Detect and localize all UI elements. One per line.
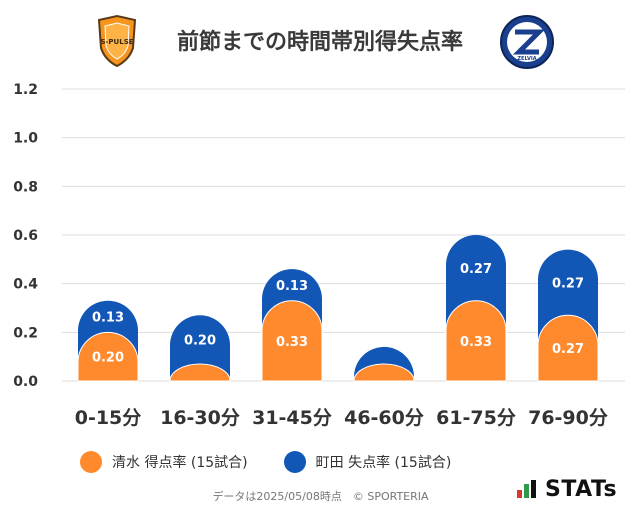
machida-logo: ZELVIA — [499, 14, 555, 74]
stats-brand-text: STATs — [545, 477, 618, 502]
data-label-shimizu: 0.33 — [276, 335, 308, 350]
bar-shimizu — [169, 363, 231, 382]
svg-text:ZELVIA: ZELVIA — [517, 56, 536, 62]
legend-label-machida: 町田 失点率 (15試合) — [315, 455, 452, 471]
y-tick-label: 0.6 — [13, 228, 38, 244]
y-tick-label: 1.0 — [13, 131, 38, 147]
y-tick-label: 0.8 — [13, 179, 38, 195]
legend: 清水 得点率 (15試合) 町田 失点率 (15試合) — [80, 449, 487, 475]
page-title: 前節までの時間帯別得失点率 — [176, 30, 463, 55]
data-label-machida: 0.27 — [460, 262, 492, 277]
y-tick-label: 1.2 — [13, 82, 38, 98]
data-label-shimizu: 0.27 — [552, 342, 584, 357]
legend-item-shimizu: 清水 得点率 (15試合) — [80, 451, 248, 473]
legend-label-shimizu: 清水 得点率 (15試合) — [112, 455, 248, 471]
header: S-PULSE 前節までの時間帯別得失点率 ZELVIA — [0, 0, 641, 80]
x-category-label: 16-30分 — [160, 407, 240, 429]
bar-shimizu — [261, 300, 323, 382]
x-category-label: 0-15分 — [75, 407, 142, 429]
data-label-shimizu: 0.20 — [92, 351, 124, 366]
legend-dot-shimizu — [80, 451, 102, 473]
chart: 0.0 0.2 0.4 0.6 0.8 1.0 1.2 0.20 0.13 0-15分 0.20 16… — [13, 82, 625, 429]
bar-shimizu — [445, 300, 507, 382]
y-tick-label: 0.4 — [13, 277, 38, 293]
x-category-label: 46-60分 — [344, 407, 424, 429]
legend-dot-machida — [283, 451, 306, 473]
data-label-machida: 0.13 — [92, 311, 124, 326]
bar-shimizu — [537, 314, 599, 382]
x-category-label: 31-45分 — [252, 407, 332, 429]
shimizu-logo: S-PULSE — [96, 14, 138, 72]
stats-logo-icon — [517, 479, 536, 498]
bar-shimizu — [353, 363, 415, 382]
stats-brand: STATs — [517, 477, 617, 502]
data-label-machida: 0.13 — [276, 279, 308, 294]
x-category-label: 61-75分 — [436, 407, 516, 429]
y-tick-label: 0.0 — [13, 374, 38, 390]
y-tick-label: 0.2 — [13, 325, 38, 341]
footer-credit: データは2025/05/08時点 © SPORTERIA — [212, 490, 429, 503]
data-label-machida: 0.27 — [552, 276, 584, 291]
svg-text:S-PULSE: S-PULSE — [100, 38, 133, 46]
bar-machida — [170, 315, 231, 381]
data-label-machida: 0.20 — [184, 334, 216, 349]
data-label-shimizu: 0.33 — [460, 335, 492, 350]
bar-shimizu — [77, 331, 139, 382]
legend-item-machida: 町田 失点率 (15試合) — [283, 451, 452, 473]
x-category-label: 76-90分 — [528, 407, 608, 429]
